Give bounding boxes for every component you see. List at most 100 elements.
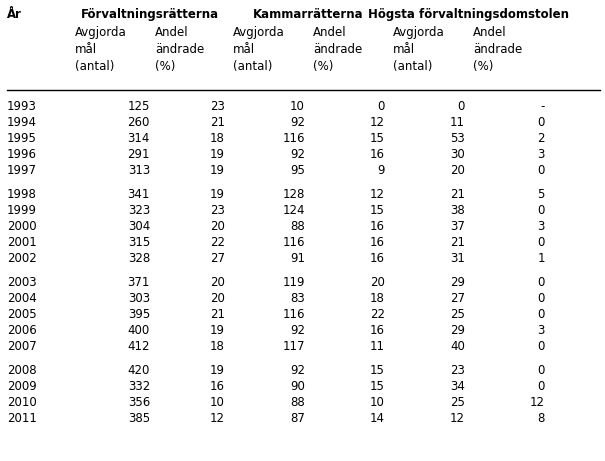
Text: 2006: 2006: [7, 324, 37, 337]
Text: 314: 314: [128, 132, 150, 145]
Text: 1999: 1999: [7, 204, 37, 217]
Text: 18: 18: [210, 132, 225, 145]
Text: 20: 20: [450, 164, 465, 177]
Text: 323: 323: [128, 204, 150, 217]
Text: 1997: 1997: [7, 164, 37, 177]
Text: 25: 25: [450, 308, 465, 321]
Text: 16: 16: [370, 324, 385, 337]
Text: 332: 332: [128, 380, 150, 393]
Text: 124: 124: [283, 204, 305, 217]
Text: 2001: 2001: [7, 236, 37, 249]
Text: 2004: 2004: [7, 292, 37, 305]
Text: 92: 92: [290, 116, 305, 129]
Text: 16: 16: [370, 220, 385, 233]
Text: 12: 12: [370, 116, 385, 129]
Text: 21: 21: [210, 116, 225, 129]
Text: 291: 291: [128, 148, 150, 161]
Text: 16: 16: [210, 380, 225, 393]
Text: 0: 0: [538, 164, 545, 177]
Text: 12: 12: [450, 412, 465, 425]
Text: 420: 420: [128, 364, 150, 377]
Text: Avgjorda
mål
(antal): Avgjorda mål (antal): [233, 26, 285, 73]
Text: 83: 83: [290, 292, 305, 305]
Text: 0: 0: [457, 100, 465, 113]
Text: 341: 341: [128, 188, 150, 201]
Text: -: -: [541, 100, 545, 113]
Text: 128: 128: [283, 188, 305, 201]
Text: 31: 31: [450, 252, 465, 265]
Text: 21: 21: [210, 308, 225, 321]
Text: 371: 371: [128, 276, 150, 289]
Text: 0: 0: [538, 276, 545, 289]
Text: År: År: [7, 8, 22, 21]
Text: 23: 23: [210, 100, 225, 113]
Text: 116: 116: [283, 132, 305, 145]
Text: 0: 0: [538, 236, 545, 249]
Text: Förvaltningsrätterna: Förvaltningsrätterna: [81, 8, 219, 21]
Text: 313: 313: [128, 164, 150, 177]
Text: 1994: 1994: [7, 116, 37, 129]
Text: 38: 38: [450, 204, 465, 217]
Text: 21: 21: [450, 188, 465, 201]
Text: 25: 25: [450, 396, 465, 409]
Text: 19: 19: [210, 164, 225, 177]
Text: 15: 15: [370, 132, 385, 145]
Text: 119: 119: [283, 276, 305, 289]
Text: 29: 29: [450, 324, 465, 337]
Text: Andel
ändrade
(%): Andel ändrade (%): [473, 26, 522, 73]
Text: 2011: 2011: [7, 412, 37, 425]
Text: 2008: 2008: [7, 364, 37, 377]
Text: 12: 12: [370, 188, 385, 201]
Text: 125: 125: [128, 100, 150, 113]
Text: 27: 27: [450, 292, 465, 305]
Text: 5: 5: [538, 188, 545, 201]
Text: 3: 3: [538, 148, 545, 161]
Text: 2007: 2007: [7, 340, 37, 353]
Text: 412: 412: [128, 340, 150, 353]
Text: 88: 88: [290, 220, 305, 233]
Text: 29: 29: [450, 276, 465, 289]
Text: 2: 2: [537, 132, 545, 145]
Text: 18: 18: [370, 292, 385, 305]
Text: 15: 15: [370, 380, 385, 393]
Text: 15: 15: [370, 204, 385, 217]
Text: 20: 20: [210, 220, 225, 233]
Text: 88: 88: [290, 396, 305, 409]
Text: 53: 53: [450, 132, 465, 145]
Text: 90: 90: [290, 380, 305, 393]
Text: 1: 1: [537, 252, 545, 265]
Text: 12: 12: [210, 412, 225, 425]
Text: 0: 0: [538, 340, 545, 353]
Text: 11: 11: [370, 340, 385, 353]
Text: 2003: 2003: [7, 276, 37, 289]
Text: 22: 22: [210, 236, 225, 249]
Text: 117: 117: [283, 340, 305, 353]
Text: 87: 87: [290, 412, 305, 425]
Text: 1996: 1996: [7, 148, 37, 161]
Text: Andel
ändrade
(%): Andel ändrade (%): [155, 26, 204, 73]
Text: 0: 0: [538, 308, 545, 321]
Text: 304: 304: [128, 220, 150, 233]
Text: 2005: 2005: [7, 308, 37, 321]
Text: 2009: 2009: [7, 380, 37, 393]
Text: 0: 0: [538, 116, 545, 129]
Text: Andel
ändrade
(%): Andel ändrade (%): [313, 26, 362, 73]
Text: 16: 16: [370, 252, 385, 265]
Text: 20: 20: [370, 276, 385, 289]
Text: 356: 356: [128, 396, 150, 409]
Text: 8: 8: [538, 412, 545, 425]
Text: 91: 91: [290, 252, 305, 265]
Text: 34: 34: [450, 380, 465, 393]
Text: 16: 16: [370, 236, 385, 249]
Text: 328: 328: [128, 252, 150, 265]
Text: 3: 3: [538, 220, 545, 233]
Text: 315: 315: [128, 236, 150, 249]
Text: 260: 260: [128, 116, 150, 129]
Text: 22: 22: [370, 308, 385, 321]
Text: 0: 0: [538, 380, 545, 393]
Text: 1993: 1993: [7, 100, 37, 113]
Text: 20: 20: [210, 292, 225, 305]
Text: 92: 92: [290, 148, 305, 161]
Text: 0: 0: [378, 100, 385, 113]
Text: 21: 21: [450, 236, 465, 249]
